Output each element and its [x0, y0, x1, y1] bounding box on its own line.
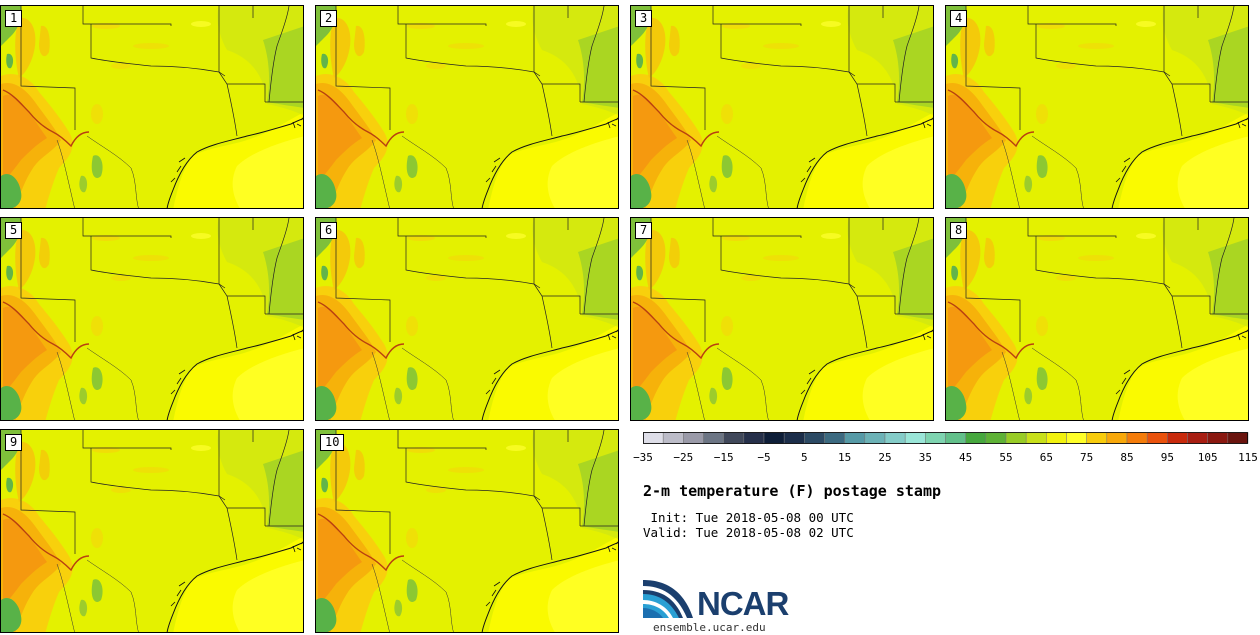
colorbar-swatch — [683, 432, 704, 444]
forecast-panel-4: 4 — [945, 5, 1249, 209]
forecast-panel-9: 9 — [0, 429, 304, 633]
temperature-map — [1, 430, 303, 632]
colorbar-tick-label: −25 — [673, 451, 694, 464]
colorbar-swatch — [1066, 432, 1087, 444]
colorbar-tick-label: 25 — [878, 451, 892, 464]
colorbar-swatch — [824, 432, 845, 444]
colorbar-swatch — [763, 432, 785, 444]
ncar-url: ensemble.ucar.edu — [653, 621, 766, 634]
temperature-map — [946, 6, 1248, 208]
plot-title: 2-m temperature (F) postage stamp — [643, 482, 942, 500]
forecast-panel-2: 2 — [315, 5, 619, 209]
forecast-panel-6: 6 — [315, 217, 619, 421]
colorbar-swatch — [783, 432, 805, 444]
colorbar-swatch — [804, 432, 825, 444]
colorbar-tick-label: −35 — [633, 451, 653, 464]
temperature-map — [316, 6, 618, 208]
temperature-map — [631, 218, 933, 420]
panel-number: 1 — [5, 10, 23, 27]
colorbar-tick-label: 105 — [1197, 451, 1218, 464]
ncar-logo-icon — [643, 580, 693, 618]
panel-number: 7 — [635, 222, 653, 239]
panel-number: 3 — [635, 10, 653, 27]
forecast-panel-8: 8 — [945, 217, 1249, 421]
colorbar-outline — [643, 432, 1248, 444]
colorbar-tick-label: 35 — [918, 451, 932, 464]
temperature-map — [316, 218, 618, 420]
colorbar-tick-label: 15 — [838, 451, 852, 464]
colorbar-swatch — [1046, 432, 1067, 444]
colorbar-tick-label: 5 — [801, 451, 808, 464]
colorbar-swatch — [864, 432, 886, 444]
panel-number: 8 — [950, 222, 968, 239]
panel-number: 10 — [320, 434, 345, 451]
colorbar-swatch — [1146, 432, 1168, 444]
panel-number: 5 — [5, 222, 23, 239]
colorbar-swatch — [1005, 432, 1027, 444]
forecast-panel-3: 3 — [630, 5, 934, 209]
temperature-map — [316, 430, 618, 632]
colorbar — [643, 432, 1249, 444]
colorbar-swatch — [904, 432, 926, 444]
temperature-map — [1, 218, 303, 420]
colorbar-tick-label: 55 — [999, 451, 1013, 464]
panel-number: 2 — [320, 10, 338, 27]
valid-time: Valid: Tue 2018-05-08 02 UTC — [643, 525, 854, 540]
colorbar-swatch — [703, 432, 724, 444]
colorbar-swatch — [985, 432, 1007, 444]
colorbar-swatch — [925, 432, 946, 444]
init-time: Init: Tue 2018-05-08 00 UTC — [643, 510, 854, 525]
colorbar-swatch — [643, 432, 664, 444]
temperature-map — [1, 6, 303, 208]
colorbar-tick-label: 115 — [1238, 451, 1258, 464]
panel-number: 4 — [950, 10, 968, 27]
colorbar-swatch — [965, 432, 987, 444]
colorbar-swatch — [1227, 432, 1249, 444]
colorbar-tick-label: 65 — [1039, 451, 1053, 464]
forecast-panel-1: 1 — [0, 5, 304, 209]
colorbar-swatch — [1106, 432, 1128, 444]
forecast-panel-10: 10 — [315, 429, 619, 633]
colorbar-tick-label: −5 — [757, 451, 771, 464]
colorbar-swatch — [1187, 432, 1208, 444]
colorbar-swatch — [1207, 432, 1229, 444]
colorbar-swatch — [844, 432, 866, 444]
colorbar-tick-label: 95 — [1160, 451, 1174, 464]
colorbar-tick-label: 85 — [1120, 451, 1134, 464]
colorbar-tick-label: 45 — [959, 451, 973, 464]
temperature-map — [631, 6, 933, 208]
colorbar-swatch — [945, 432, 966, 444]
colorbar-swatch — [884, 432, 906, 444]
colorbar-swatch — [1086, 432, 1108, 444]
colorbar-swatch — [1167, 432, 1188, 444]
colorbar-swatch — [723, 432, 745, 444]
forecast-panel-5: 5 — [0, 217, 304, 421]
forecast-panel-7: 7 — [630, 217, 934, 421]
colorbar-swatch — [743, 432, 765, 444]
panel-number: 9 — [5, 434, 23, 451]
colorbar-tick-label: −15 — [713, 451, 734, 464]
colorbar-tick-label: 75 — [1080, 451, 1094, 464]
colorbar-swatch — [1025, 432, 1047, 444]
panel-number: 6 — [320, 222, 338, 239]
colorbar-swatch — [662, 432, 684, 444]
temperature-map — [946, 218, 1248, 420]
ncar-logo-text: NCAR — [697, 585, 789, 622]
colorbar-swatch — [1126, 432, 1148, 444]
